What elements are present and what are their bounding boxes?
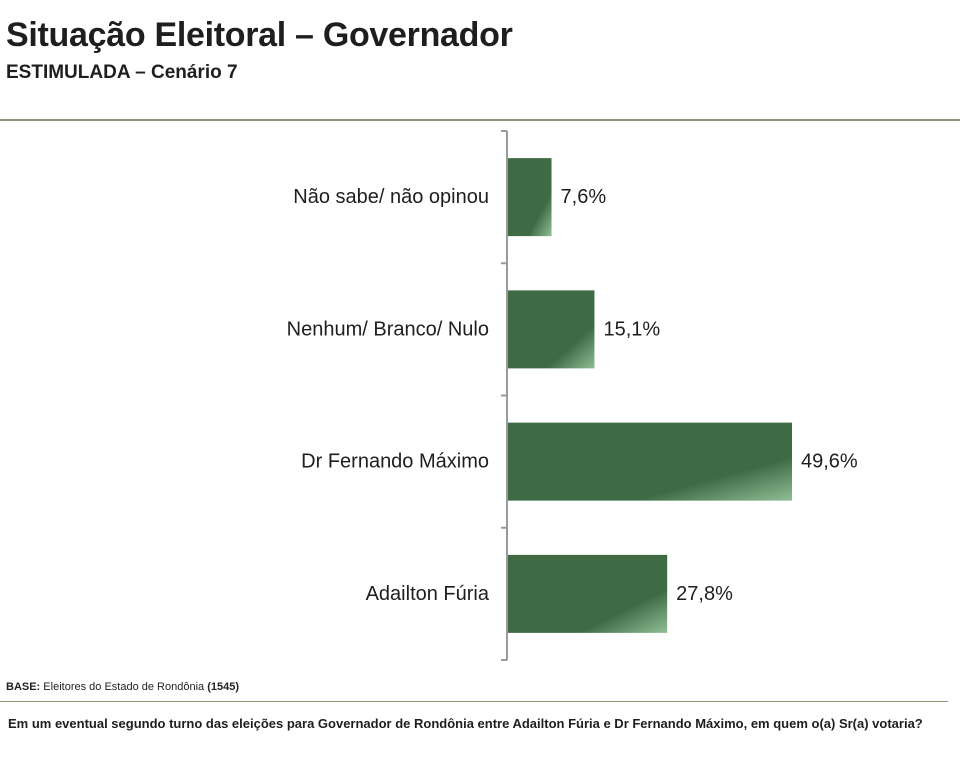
bar xyxy=(508,554,668,633)
category-label: Dr Fernando Máximo xyxy=(301,451,489,473)
bar xyxy=(508,422,792,501)
header-divider xyxy=(0,119,960,121)
data-label: 27,8% xyxy=(676,583,733,605)
footer-divider xyxy=(0,701,948,702)
page-title: Situação Eleitoral – Governador xyxy=(6,16,513,54)
base-count: (1545) xyxy=(207,681,239,693)
base-note: BASE: Eleitores do Estado de Rondônia (1… xyxy=(6,681,239,693)
data-label: 49,6% xyxy=(801,451,858,473)
data-label: 15,1% xyxy=(603,318,660,340)
page-subtitle: ESTIMULADA – Cenário 7 xyxy=(6,62,238,83)
base-text: Eleitores do Estado de Rondônia xyxy=(43,681,205,693)
bar xyxy=(508,290,595,369)
category-label: Nenhum/ Branco/ Nulo xyxy=(287,318,489,340)
bar xyxy=(508,158,552,237)
data-label: 7,6% xyxy=(561,186,607,208)
survey-question: Em um eventual segundo turno das eleiçõe… xyxy=(8,716,923,731)
category-label: Adailton Fúria xyxy=(366,583,490,605)
base-label: BASE: xyxy=(6,681,41,693)
bar-chart: Não sabe/ não opinou 7,6% Nenhum/ Branco/ … xyxy=(287,130,858,661)
category-label: Não sabe/ não opinou xyxy=(293,186,489,208)
